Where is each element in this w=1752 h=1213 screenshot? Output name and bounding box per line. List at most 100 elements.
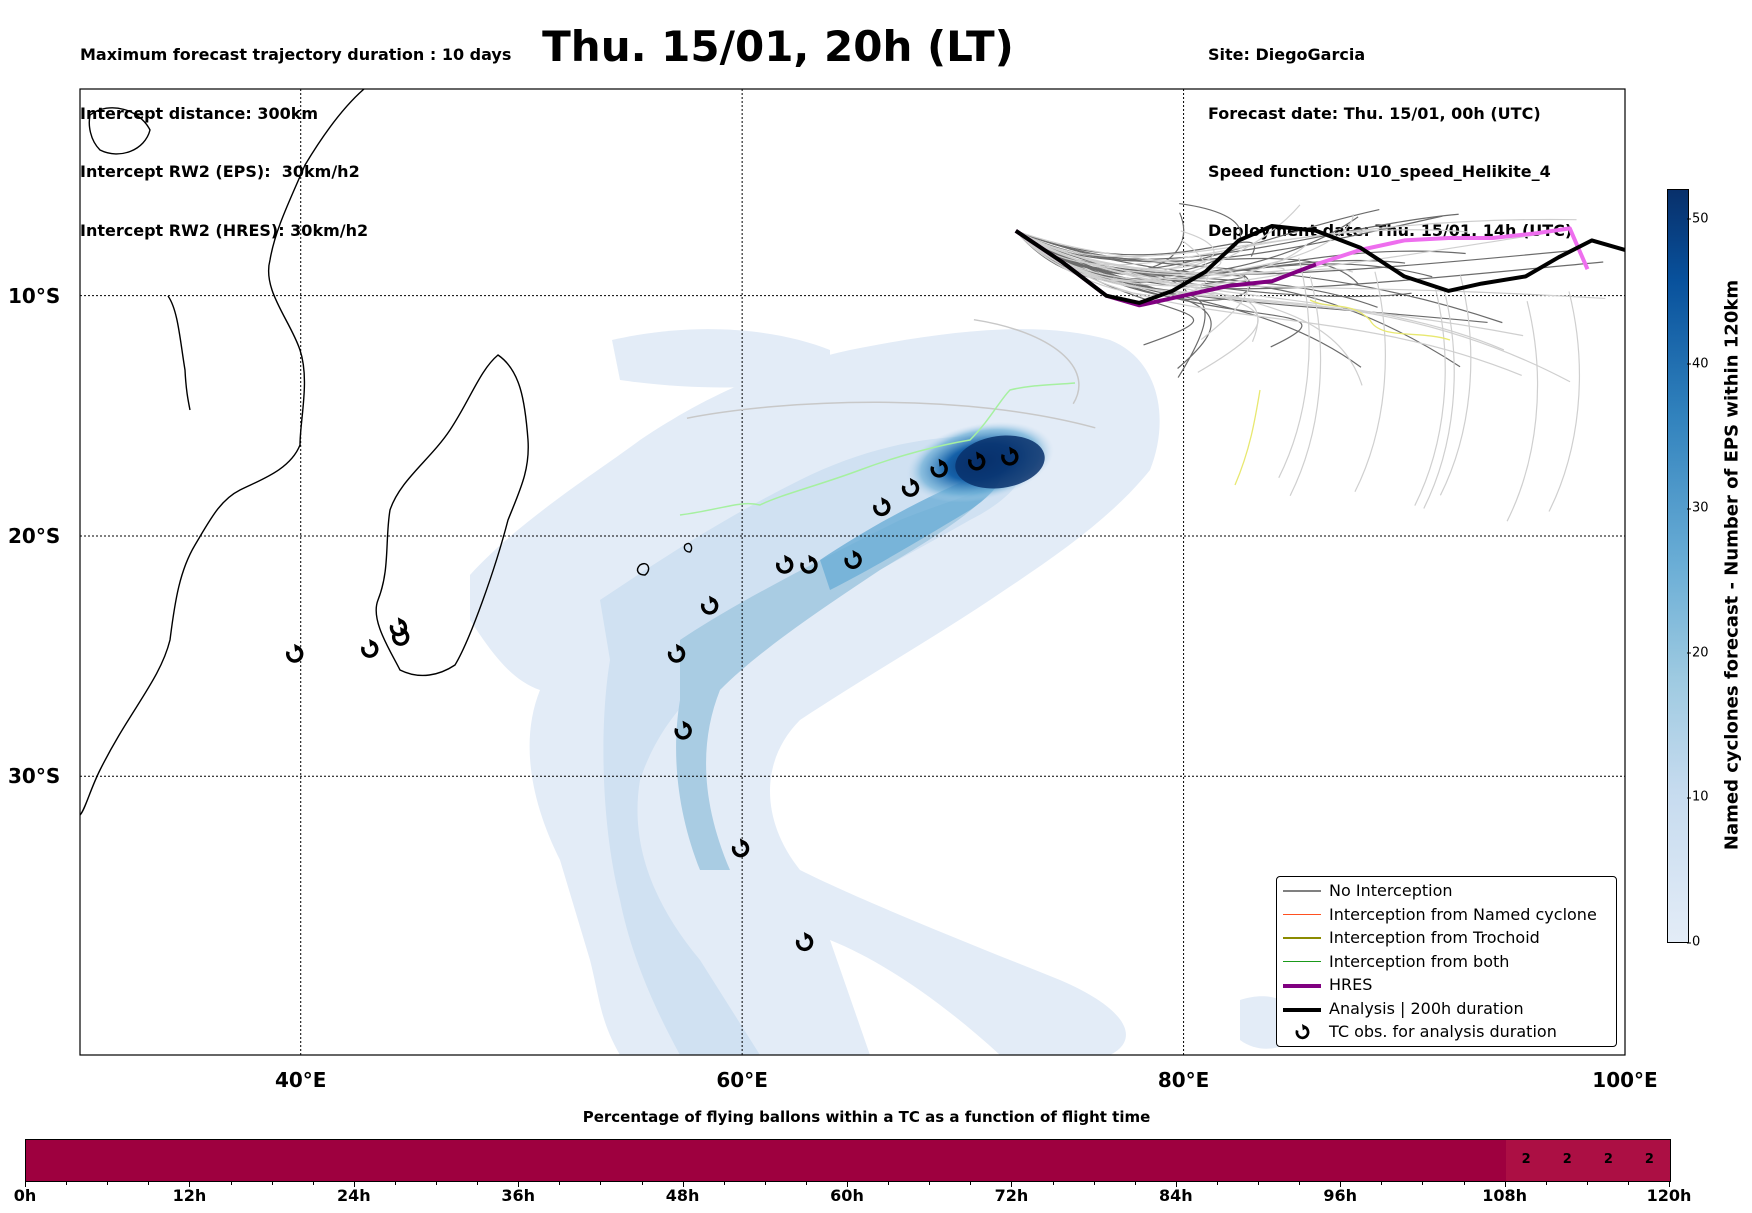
legend-swatch bbox=[1283, 960, 1321, 962]
analysis-track bbox=[1014, 224, 1625, 305]
flight-time-tick bbox=[888, 1181, 890, 1185]
legend-label: TC obs. for analysis duration bbox=[1329, 1022, 1557, 1041]
ensemble-trajectory bbox=[1015, 230, 1285, 275]
flight-time-tick bbox=[929, 1181, 931, 1185]
interception-tracks bbox=[679, 299, 1451, 516]
ensemble-trajectory bbox=[1015, 230, 1256, 257]
flight-time-tick-label: 84h bbox=[1158, 1186, 1193, 1205]
flight-time-bar-title: Percentage of flying ballons within a TC… bbox=[582, 1108, 1151, 1126]
flight-time-tick bbox=[1216, 1181, 1218, 1185]
flight-time-tick-label: 0h bbox=[13, 1186, 37, 1205]
flight-time-tick bbox=[1669, 1181, 1670, 1187]
flight-time-tick-label: 72h bbox=[994, 1186, 1029, 1205]
legend-swatch bbox=[1283, 937, 1321, 939]
tc-obs-icon bbox=[361, 638, 379, 658]
flight-time-tick-label: 120h bbox=[1646, 1186, 1692, 1205]
ensemble-trajectory bbox=[1015, 230, 1362, 368]
coast-lake-victoria bbox=[88, 107, 151, 155]
flight-time-tick bbox=[641, 1181, 643, 1185]
flight-time-tick bbox=[1504, 1181, 1506, 1187]
legend-label: Interception from Trochoid bbox=[1329, 928, 1540, 947]
ensemble-trajectory bbox=[1015, 230, 1503, 324]
flight-time-tick bbox=[107, 1181, 109, 1185]
density-field bbox=[470, 329, 1300, 1055]
page-title: Thu. 15/01, 20h (LT) bbox=[542, 22, 1014, 71]
flight-time-tick-label: 24h bbox=[336, 1186, 371, 1205]
flight-time-tick bbox=[1381, 1181, 1383, 1185]
legend-item: HRES bbox=[1277, 973, 1616, 995]
graticule bbox=[80, 89, 1625, 1055]
flight-time-tick bbox=[1052, 1181, 1054, 1185]
legend-item: Analysis | 200h duration bbox=[1277, 997, 1616, 1019]
legend-label: Analysis | 200h duration bbox=[1329, 998, 1524, 1018]
colorbar-tick-label: 30 bbox=[1687, 500, 1709, 516]
flight-time-tick bbox=[559, 1181, 561, 1185]
flight-time-tick bbox=[805, 1181, 807, 1185]
flight-time-tick bbox=[25, 1181, 26, 1187]
flight-time-tick-label: 48h bbox=[665, 1186, 700, 1205]
lon-label: 100°E bbox=[1592, 1068, 1658, 1092]
ensemble-trajectory bbox=[1423, 288, 1455, 509]
colorbar-tick-label: 0 bbox=[1686, 934, 1701, 950]
flight-time-tick bbox=[148, 1181, 150, 1185]
flight-time-tick-label: 108h bbox=[1482, 1186, 1527, 1205]
flight-time-value: 2 bbox=[1521, 1152, 1531, 1167]
page-title-container: Thu. 15/01, 20h (LT) bbox=[0, 22, 1752, 71]
ensemble-trajectory bbox=[1414, 285, 1446, 506]
flight-time-tick bbox=[1011, 1181, 1013, 1187]
ensemble-trajectory bbox=[1015, 230, 1259, 343]
flight-time-tick bbox=[1340, 1181, 1342, 1187]
flight-time-tick bbox=[970, 1181, 972, 1185]
ensemble-trajectory bbox=[973, 318, 1080, 405]
header-line-forecast-date: Forecast date: Thu. 15/01, 00h (UTC) bbox=[1208, 103, 1541, 123]
trajectory-interception-both bbox=[679, 382, 1076, 516]
flight-time-tick bbox=[189, 1181, 191, 1187]
coast-madagascar bbox=[375, 354, 529, 677]
flight-time-tick bbox=[353, 1181, 355, 1187]
flight-time-tick bbox=[1258, 1181, 1259, 1185]
lat-label: 10°S bbox=[8, 283, 61, 308]
ensemble-trajectory bbox=[1015, 230, 1249, 341]
legend-swatch bbox=[1283, 890, 1321, 892]
flight-time-tick bbox=[1299, 1181, 1301, 1185]
legend-item: Interception from Trochoid bbox=[1277, 926, 1616, 948]
legend-swatch bbox=[1283, 913, 1321, 915]
flight-time-tick bbox=[847, 1181, 848, 1187]
coast-africa bbox=[80, 89, 365, 816]
lon-label: 60°E bbox=[716, 1068, 768, 1092]
flight-time-segment-late bbox=[1505, 1140, 1670, 1181]
ensemble-trajectory bbox=[1548, 291, 1580, 512]
flight-time-tick bbox=[271, 1181, 273, 1185]
flight-time-tick bbox=[394, 1181, 396, 1185]
flight-time-tick bbox=[1586, 1181, 1588, 1185]
flight-time-tick bbox=[764, 1181, 766, 1185]
header-line-speed-function: Speed function: U10_speed_Helikite_4 bbox=[1208, 162, 1551, 181]
legend-swatch bbox=[1283, 984, 1321, 988]
legend: No Interception Interception from Named c… bbox=[1276, 876, 1617, 1047]
legend-label: No Interception bbox=[1329, 881, 1453, 900]
flight-time-tick bbox=[230, 1181, 232, 1185]
map-frame bbox=[79, 88, 1626, 1056]
flight-time-tick bbox=[1545, 1181, 1547, 1185]
colorbar-tick-label: 50 bbox=[1687, 211, 1709, 227]
flight-time-tick bbox=[723, 1181, 725, 1185]
flight-time-tick-label: 12h bbox=[172, 1186, 207, 1205]
hres-track-late bbox=[1315, 226, 1590, 270]
legend-label: Interception from Named cyclone bbox=[1329, 904, 1597, 924]
trajectory-interception-trochoid bbox=[1234, 389, 1261, 486]
ensemble-trajectory bbox=[1354, 271, 1386, 493]
flight-time-tick bbox=[1134, 1181, 1136, 1185]
tc-obs-icon bbox=[1295, 1024, 1310, 1040]
ensemble-trajectory bbox=[1015, 230, 1308, 280]
ensemble-trajectory bbox=[1015, 202, 1242, 275]
legend-item: Interception from Named cyclone bbox=[1277, 903, 1616, 925]
legend-swatch bbox=[1283, 1007, 1321, 1012]
colorbar bbox=[1667, 189, 1689, 943]
flight-time-value: 2 bbox=[1603, 1152, 1613, 1167]
coastlines bbox=[80, 89, 693, 816]
flight-time-tick-label: 96h bbox=[1323, 1186, 1358, 1205]
legend-item: Interception from both bbox=[1277, 950, 1616, 972]
trajectory-interception-trochoid bbox=[1309, 299, 1451, 341]
legend-item: TC obs. for analysis duration bbox=[1277, 1020, 1616, 1042]
